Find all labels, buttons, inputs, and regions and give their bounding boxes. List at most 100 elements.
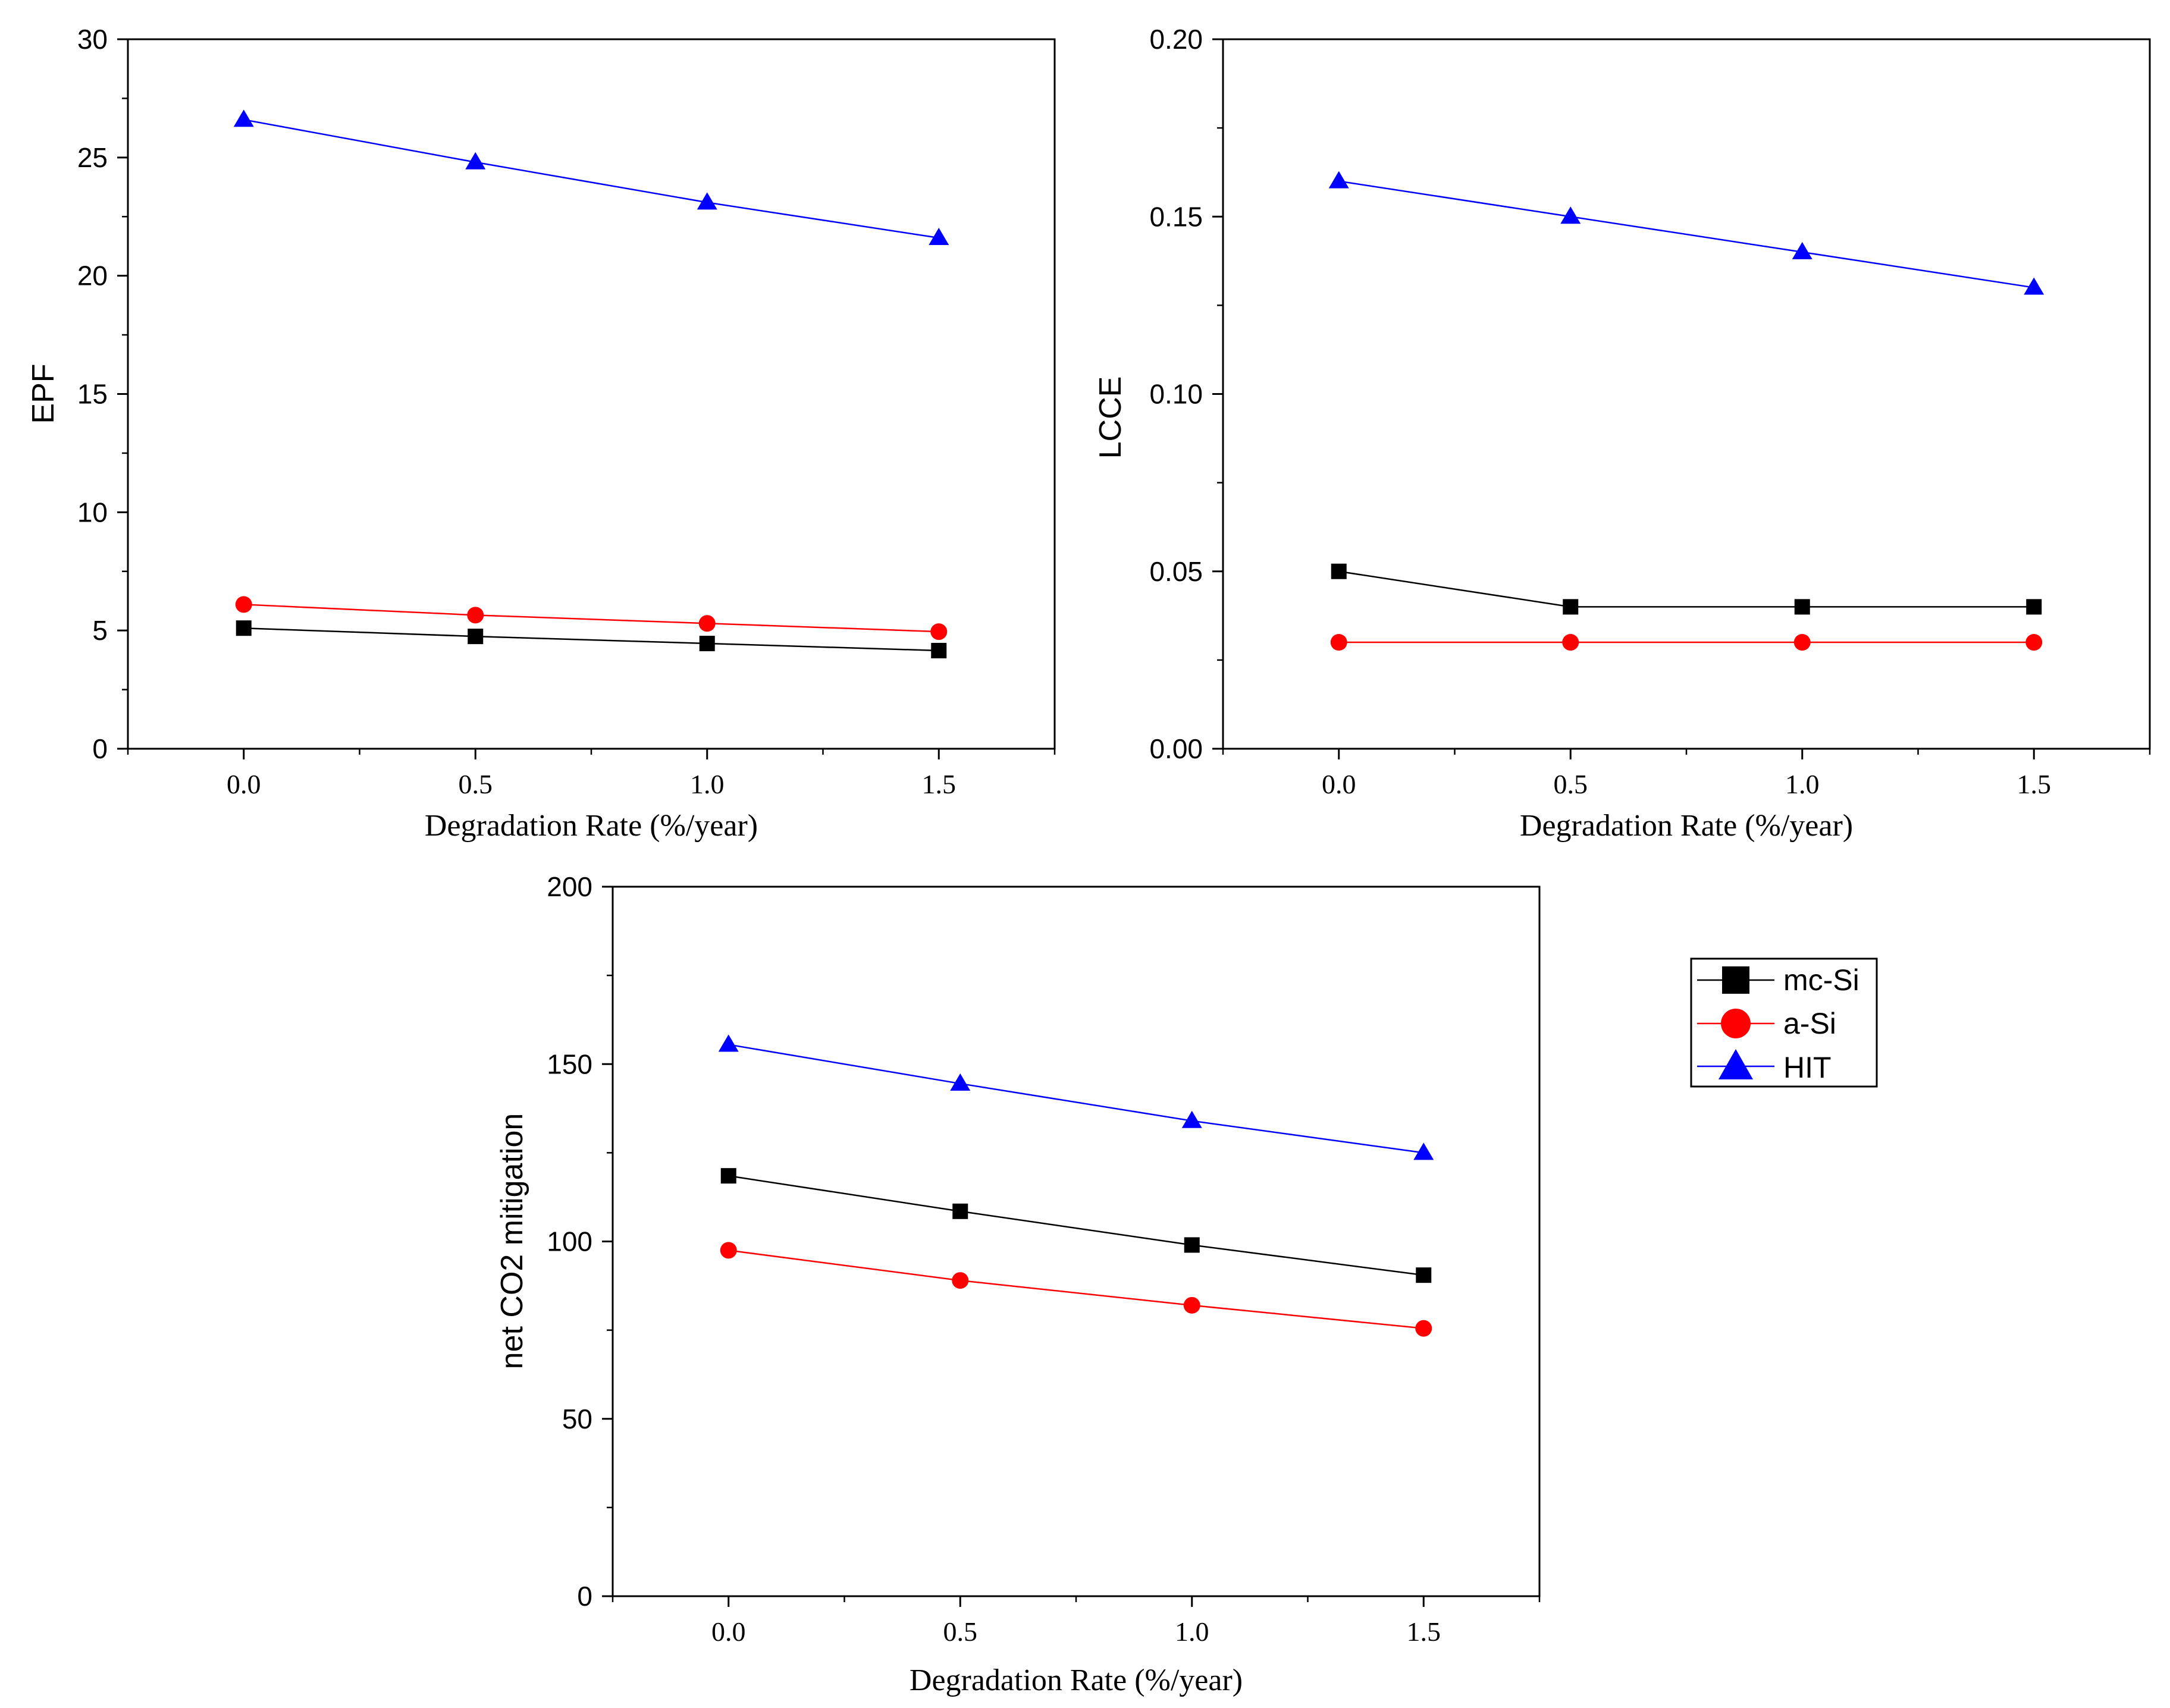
lcce-point-mc-si (1563, 599, 1579, 615)
lcce-x-axis-label: Degradation Rate (%/year) (1520, 809, 1853, 843)
epf-x-ticks: 0.0 0.5 1.0 1.5 (127, 749, 1056, 799)
lcce-point-hit (1792, 241, 1812, 259)
legend-marker-triangle (1719, 1049, 1753, 1079)
legend-label-mc-si: mc-Si (1783, 963, 1859, 997)
lcce-point-a-si (2025, 634, 2043, 651)
co2-line-a-si (728, 1249, 1424, 1329)
lcce-point-mc-si (1331, 563, 1347, 579)
co2-y-tick-label: 150 (547, 1048, 592, 1079)
epf-point-a-si (467, 607, 484, 624)
lcce-y-tick-label: 0.15 (1149, 201, 1203, 232)
epf-x-tick-label: 1.0 (690, 769, 725, 799)
legend-label-hit: HIT (1783, 1051, 1832, 1084)
chart-epf: 0 5 10 15 20 25 30 0.0 0.5 1.0 1.5 Degradation Ra… (26, 24, 1056, 843)
co2-y-tick-label: 200 (547, 871, 592, 902)
lcce-point-mc-si (1794, 599, 1810, 615)
lcce-x-tick-label: 0.5 (1554, 769, 1588, 799)
co2-series (718, 1034, 1434, 1337)
co2-y-tick-label: 100 (547, 1226, 592, 1257)
legend-label-a-si: a-Si (1783, 1007, 1836, 1040)
co2-x-ticks: 0.0 0.5 1.0 1.5 (612, 1596, 1541, 1647)
co2-plot-frame (612, 886, 1541, 1597)
co2-point-a-si (1415, 1320, 1432, 1337)
epf-plot-frame (127, 38, 1056, 750)
lcce-x-tick-label: 1.0 (1785, 769, 1820, 799)
epf-point-mc-si (699, 636, 715, 652)
co2-point-a-si (1183, 1296, 1200, 1314)
legend-entry-mc-si: mc-Si (1697, 963, 1859, 997)
co2-point-mc-si (1184, 1237, 1200, 1253)
epf-point-mc-si (468, 629, 484, 645)
lcce-line-hit (1338, 180, 2034, 288)
co2-x-tick-label: 0.0 (711, 1616, 746, 1647)
legend-entry-a-si: a-Si (1697, 1007, 1836, 1040)
lcce-x-tick-label: 0.0 (1322, 769, 1356, 799)
co2-y-tick-label: 50 (562, 1404, 592, 1434)
co2-line-mc-si (728, 1175, 1424, 1276)
lcce-x-tick-label: 1.5 (2017, 769, 2052, 799)
epf-point-a-si (930, 623, 948, 640)
co2-x-axis-label: Degradation Rate (%/year) (910, 1663, 1243, 1697)
chart-lcce: 0.00 0.05 0.10 0.15 0.20 0.0 0.5 1.0 1.5 Degrad… (1093, 24, 2151, 843)
epf-x-tick-label: 1.5 (922, 769, 957, 799)
epf-y-tick-label: 20 (77, 260, 108, 291)
co2-point-a-si (952, 1272, 969, 1289)
epf-y-tick-label: 30 (77, 24, 108, 55)
lcce-y-tick-label: 0.20 (1149, 24, 1203, 55)
legend-entry-hit: HIT (1697, 1049, 1832, 1084)
epf-y-tick-label: 0 (92, 733, 108, 764)
co2-point-a-si (720, 1242, 737, 1259)
epf-x-tick-label: 0.0 (227, 769, 261, 799)
co2-x-tick-label: 1.0 (1175, 1616, 1209, 1647)
epf-x-tick-label: 0.5 (459, 769, 493, 799)
lcce-point-a-si (1330, 634, 1347, 651)
co2-y-ticks: 0 50 100 150 200 (547, 871, 613, 1612)
epf-line-hit (243, 118, 939, 239)
epf-point-a-si (235, 596, 252, 613)
legend-marker-square (1722, 966, 1749, 994)
lcce-y-axis-label: LCCE (1093, 376, 1128, 459)
epf-line-a-si (243, 604, 939, 633)
lcce-line-mc-si (1338, 570, 2034, 608)
epf-point-hit (233, 109, 254, 127)
legend-marker-circle (1721, 1009, 1751, 1038)
legend: mc-Si a-Si HIT (1690, 957, 1878, 1088)
epf-point-hit (697, 192, 717, 210)
epf-line-mc-si (243, 627, 939, 652)
lcce-point-mc-si (2026, 599, 2042, 615)
lcce-point-a-si (1793, 634, 1811, 651)
lcce-x-ticks: 0.0 0.5 1.0 1.5 (1222, 749, 2151, 799)
epf-y-axis-label: EPF (26, 363, 61, 423)
epf-point-hit (465, 152, 486, 169)
co2-y-axis-label: net CO2 mitigation (495, 1113, 529, 1370)
co2-y-tick-label: 0 (577, 1581, 592, 1612)
lcce-series (1328, 171, 2044, 651)
co2-point-hit (1181, 1110, 1202, 1128)
epf-y-tick-label: 10 (77, 497, 108, 528)
lcce-y-ticks: 0.00 0.05 0.10 0.15 0.20 (1149, 24, 1223, 764)
epf-point-mc-si (236, 620, 252, 636)
epf-y-tick-label: 5 (92, 615, 108, 646)
lcce-point-hit (2024, 277, 2044, 295)
lcce-point-a-si (1562, 634, 1579, 651)
epf-x-axis-label: Degradation Rate (%/year) (425, 809, 758, 843)
lcce-point-hit (1328, 171, 1349, 189)
co2-point-hit (950, 1073, 971, 1091)
co2-point-mc-si (720, 1168, 736, 1184)
epf-point-hit (929, 228, 949, 246)
chart-net-co2-mitigation: 0 50 100 150 200 0.0 0.5 1.0 1.5 Degradation Ra… (495, 871, 1541, 1697)
epf-point-a-si (698, 615, 716, 632)
co2-point-mc-si (1416, 1267, 1432, 1283)
co2-x-tick-label: 1.5 (1407, 1616, 1441, 1647)
co2-point-hit (718, 1034, 739, 1052)
co2-x-tick-label: 0.5 (943, 1616, 978, 1647)
co2-point-hit (1413, 1142, 1434, 1160)
epf-point-mc-si (931, 642, 947, 658)
epf-y-tick-label: 15 (77, 379, 108, 410)
epf-y-ticks: 0 5 10 15 20 25 30 (77, 24, 128, 764)
co2-line-hit (728, 1044, 1424, 1154)
epf-y-tick-label: 25 (77, 142, 108, 173)
co2-point-mc-si (952, 1203, 968, 1219)
lcce-y-tick-label: 0.10 (1149, 379, 1203, 410)
